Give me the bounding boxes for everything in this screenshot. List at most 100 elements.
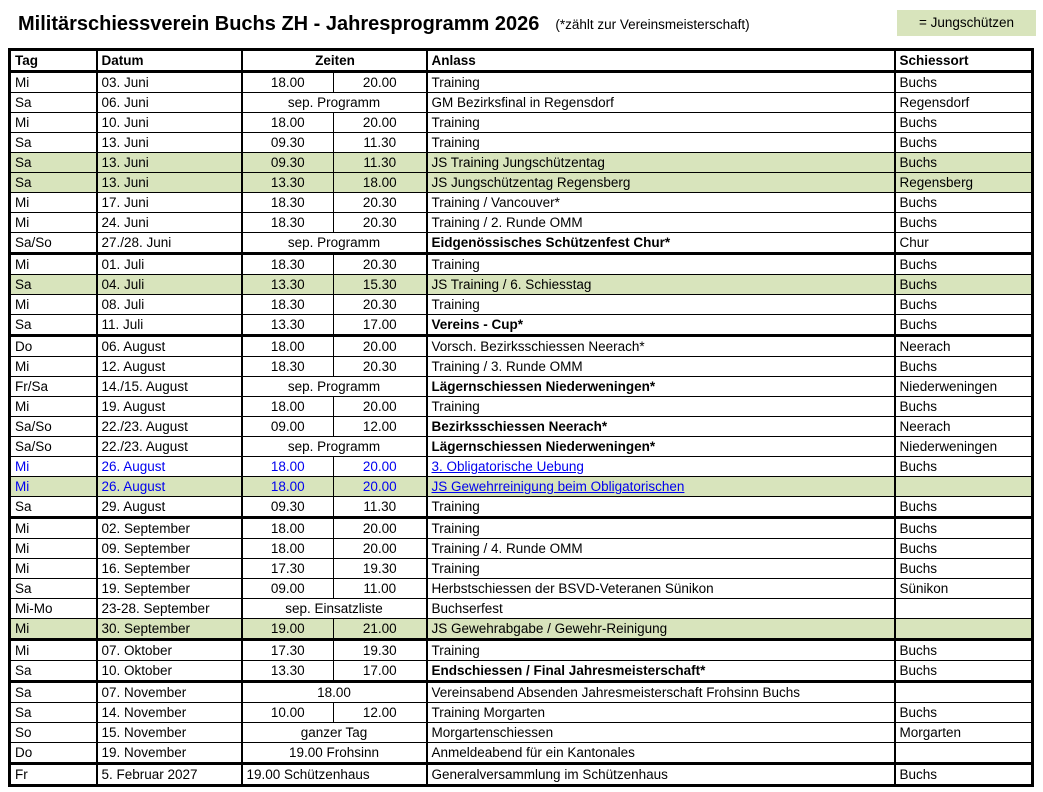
cell-schiessort: Buchs bbox=[893, 456, 1034, 477]
table-row: Mi 26. August 18.00 20.00 3. Obligatorische … bbox=[9, 456, 1034, 477]
cell-schiessort: Buchs bbox=[893, 192, 1034, 213]
cell-datum: 03. Juni bbox=[95, 71, 242, 93]
table-row: Sa/So 22./23. August sep. Programm Lägernsc… bbox=[9, 436, 1034, 457]
cell-anlass: JS Gewehrabgabe / Gewehr-Reinigung bbox=[425, 618, 896, 640]
table-row: Mi 16. September 17.30 19.30 Training Buchs bbox=[9, 558, 1034, 579]
cell-datum: 13. Juni bbox=[95, 132, 242, 153]
anlass-link[interactable]: 3. Obligatorische Uebung bbox=[431, 459, 584, 474]
cell-tag: Mi bbox=[9, 192, 97, 213]
table-row: Mi 02. September 18.00 20.00 Training Buchs bbox=[9, 516, 1034, 539]
cell-zeit-merged: ganzer Tag bbox=[240, 722, 428, 743]
anlass-link[interactable]: JS Gewehrreinigung beim Obligatorischen bbox=[431, 479, 685, 494]
cell-tag: Mi bbox=[9, 558, 97, 579]
cell-zeit-from: 09.00 bbox=[240, 416, 334, 437]
cell-zeit-to: 12.00 bbox=[332, 702, 428, 723]
cell-datum: 10. Oktober bbox=[95, 660, 242, 682]
cell-datum: 19. November bbox=[95, 742, 242, 764]
cell-tag: Mi bbox=[9, 456, 97, 477]
cell-tag: Sa/So bbox=[9, 232, 97, 254]
cell-tag: Mi bbox=[9, 294, 97, 315]
cell-schiessort: Buchs bbox=[893, 496, 1034, 518]
cell-zeit-to: 20.30 bbox=[332, 356, 428, 377]
cell-zeit-from: 13.30 bbox=[240, 274, 334, 295]
cell-anlass: Endschiessen / Final Jahresmeisterschaft… bbox=[425, 660, 896, 682]
table-row: Mi 24. Juni 18.30 20.30 Training / 2. Runde … bbox=[9, 212, 1034, 233]
cell-anlass: Lägernschiessen Niederweningen* bbox=[425, 376, 896, 397]
cell-datum: 17. Juni bbox=[95, 192, 242, 213]
cell-schiessort: Buchs bbox=[893, 152, 1034, 173]
cell-anlass: JS Jungschützentag Regensberg bbox=[425, 172, 896, 193]
cell-zeit-from: 09.00 bbox=[240, 578, 334, 599]
cell-datum: 04. Juli bbox=[95, 274, 242, 295]
cell-zeit-merged: 19.00 Schützenhaus bbox=[240, 762, 428, 786]
table-row: Sa 19. September 09.00 11.00 Herbstschiessen… bbox=[9, 578, 1034, 599]
cell-datum: 06. August bbox=[95, 334, 242, 357]
cell-zeit-from: 18.00 bbox=[240, 456, 334, 477]
cell-tag: Sa bbox=[9, 660, 97, 682]
cell-zeit-from: 18.00 bbox=[240, 71, 334, 93]
table-row: Sa 06. Juni sep. Programm GM Bezirksfinal i… bbox=[9, 92, 1034, 113]
table-row: Mi 08. Juli 18.30 20.30 Training Buchs bbox=[9, 294, 1034, 315]
cell-tag: Mi bbox=[9, 112, 97, 133]
cell-zeit-to: 20.00 bbox=[332, 456, 428, 477]
cell-datum: 07. Oktober bbox=[95, 638, 242, 661]
cell-anlass: Training / 4. Runde OMM bbox=[425, 538, 896, 559]
cell-anlass: Buchserfest bbox=[425, 598, 896, 619]
cell-tag: Mi bbox=[9, 212, 97, 233]
cell-anlass: Vorsch. Bezirksschiessen Neerach* bbox=[425, 334, 896, 357]
cell-tag: Sa bbox=[9, 132, 97, 153]
table-row: Sa 13. Juni 09.30 11.30 Training Buchs bbox=[9, 132, 1034, 153]
cell-datum: 22./23. August bbox=[95, 436, 242, 457]
cell-anlass: Training bbox=[425, 252, 896, 275]
cell-anlass: Vereinsabend Absenden Jahresmeisterschaf… bbox=[425, 680, 896, 703]
cell-datum: 10. Juni bbox=[95, 112, 242, 133]
cell-schiessort bbox=[893, 618, 1034, 640]
cell-datum: 14. November bbox=[95, 702, 242, 723]
table-row: So 15. November ganzer Tag Morgartenschiess… bbox=[9, 722, 1034, 743]
cell-zeit-to: 20.00 bbox=[332, 334, 428, 357]
cell-datum: 26. August bbox=[95, 456, 242, 477]
cell-schiessort: Buchs bbox=[893, 314, 1034, 336]
cell-schiessort: Neerach bbox=[893, 334, 1034, 357]
cell-datum: 22./23. August bbox=[95, 416, 242, 437]
cell-zeit-merged: sep. Programm bbox=[240, 436, 428, 457]
cell-tag: Sa bbox=[9, 578, 97, 599]
cell-schiessort: Buchs bbox=[893, 252, 1034, 275]
table-row: Do 06. August 18.00 20.00 Vorsch. Bezirkssch… bbox=[9, 334, 1034, 357]
cell-schiessort: Buchs bbox=[893, 132, 1034, 153]
cell-schiessort bbox=[893, 476, 1034, 497]
cell-datum: 14./15. August bbox=[95, 376, 242, 397]
cell-datum: 26. August bbox=[95, 476, 242, 497]
table-row: Sa 13. Juni 13.30 18.00 JS Jungschützentag R… bbox=[9, 172, 1034, 193]
cell-tag: Do bbox=[9, 334, 97, 357]
cell-zeit-from: 13.30 bbox=[240, 314, 334, 336]
table-row: Fr 5. Februar 2027 19.00 Schützenhaus Gener… bbox=[9, 762, 1034, 786]
cell-datum: 07. November bbox=[95, 680, 242, 703]
cell-zeit-to: 20.00 bbox=[332, 71, 428, 93]
cell-datum: 08. Juli bbox=[95, 294, 242, 315]
cell-anlass: Lägernschiessen Niederweningen* bbox=[425, 436, 896, 457]
schedule-body: Mi 03. Juni 18.00 20.00 Training Buchs Sa 06. J… bbox=[9, 71, 1034, 786]
cell-tag: Mi bbox=[9, 538, 97, 559]
cell-zeit-from: 09.30 bbox=[240, 152, 334, 173]
cell-schiessort: Chur bbox=[893, 232, 1034, 254]
cell-zeit-to: 20.00 bbox=[332, 476, 428, 497]
cell-anlass: Training bbox=[425, 396, 896, 417]
cell-tag: Fr/Sa bbox=[9, 376, 97, 397]
cell-datum: 13. Juni bbox=[95, 152, 242, 173]
cell-zeit-from: 09.30 bbox=[240, 496, 334, 518]
cell-zeit-to: 20.00 bbox=[332, 396, 428, 417]
cell-schiessort: Niederweningen bbox=[893, 376, 1034, 397]
cell-datum: 5. Februar 2027 bbox=[95, 762, 242, 786]
cell-schiessort: Buchs bbox=[893, 660, 1034, 682]
cell-zeit-from: 18.00 bbox=[240, 396, 334, 417]
cell-tag: Sa bbox=[9, 496, 97, 518]
cell-anlass: Anmeldeabend für ein Kantonales bbox=[425, 742, 896, 764]
table-row: Mi 07. Oktober 17.30 19.30 Training Buchs bbox=[9, 638, 1034, 661]
cell-schiessort: Buchs bbox=[893, 516, 1034, 539]
table-row: Sa 07. November 18.00 Vereinsabend Absenden… bbox=[9, 680, 1034, 703]
cell-anlass: Eidgenössisches Schützenfest Chur* bbox=[425, 232, 896, 254]
page-title: Militärschiessverein Buchs ZH - Jahrespr… bbox=[18, 12, 540, 35]
cell-zeit-from: 19.00 bbox=[240, 618, 334, 640]
cell-tag: Mi bbox=[9, 396, 97, 417]
